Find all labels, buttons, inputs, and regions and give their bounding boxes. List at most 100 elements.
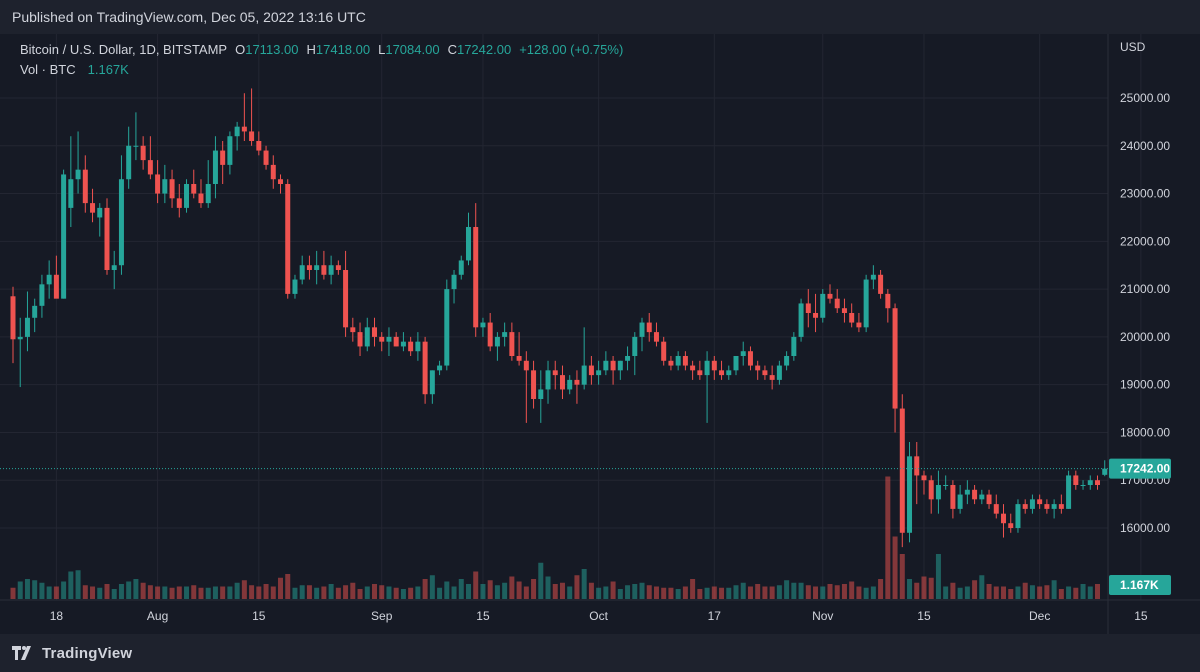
candle-body xyxy=(285,184,291,294)
candle-body xyxy=(957,494,963,509)
volume-bar xyxy=(227,586,233,599)
candle-body xyxy=(10,296,16,340)
candle-body xyxy=(335,265,341,270)
volume-bar xyxy=(559,582,565,599)
candle-body xyxy=(372,327,377,337)
candle-body xyxy=(870,274,876,280)
volume-bar xyxy=(870,586,876,599)
candle-body xyxy=(697,370,703,376)
volume-bar xyxy=(458,579,464,599)
candle-body xyxy=(1044,504,1050,509)
volume-bar xyxy=(1058,589,1064,599)
candle-body xyxy=(531,370,537,399)
price-tick-label: 23000.00 xyxy=(1120,187,1170,201)
volume-bar xyxy=(957,587,963,599)
candle-body xyxy=(292,279,298,294)
volume-bar xyxy=(364,586,370,599)
volume-bar xyxy=(256,586,262,599)
volume-bar xyxy=(241,580,247,599)
volume-bar xyxy=(639,582,645,599)
volume-bar xyxy=(270,586,276,599)
volume-bar xyxy=(820,586,826,599)
candle-body xyxy=(140,145,146,161)
volume-label: Vol · BTC xyxy=(20,62,76,77)
volume-bar xyxy=(516,581,522,599)
candle-body xyxy=(574,379,580,385)
candle-body xyxy=(1102,468,1108,475)
volume-bar xyxy=(104,584,110,599)
candle-body xyxy=(184,184,190,208)
candle-body xyxy=(415,341,421,352)
candlestick-chart[interactable]: 16000.0017000.0018000.0019000.0020000.00… xyxy=(0,34,1200,634)
candle-body xyxy=(682,356,688,366)
candle-body xyxy=(661,341,667,361)
candle-body xyxy=(24,317,30,337)
volume-bar xyxy=(892,536,898,599)
time-tick-label: 15 xyxy=(1134,609,1148,623)
volume-bar xyxy=(379,585,385,599)
candle-body xyxy=(364,327,370,347)
candle-body xyxy=(32,305,38,318)
candle-body xyxy=(487,322,493,347)
price-tick-label: 16000.00 xyxy=(1120,521,1170,535)
candle-body xyxy=(241,126,247,132)
candle-body xyxy=(1073,475,1079,485)
candle-body xyxy=(1051,504,1057,509)
volume-bar xyxy=(719,587,725,599)
volume-bar xyxy=(299,585,305,599)
candle-body xyxy=(321,265,327,275)
volume-bar xyxy=(328,584,334,599)
candle-body xyxy=(603,360,609,371)
candle-body xyxy=(596,370,602,376)
time-tick-label: Dec xyxy=(1029,609,1050,623)
volume-bar xyxy=(914,582,920,599)
volume-bar xyxy=(986,584,992,599)
chart-area[interactable]: 16000.00 17000.00 18000.00 19000.00 20000.00… xyxy=(0,34,1200,634)
chart-legend: Bitcoin / U.S. Dollar, 1D, BITSTAMP O 171… xyxy=(20,40,623,80)
candle-body xyxy=(653,332,659,342)
volume-bar xyxy=(494,585,500,599)
candle-body xyxy=(97,207,103,218)
volume-bar xyxy=(118,584,124,599)
candle-body xyxy=(220,150,226,165)
volume-bar xyxy=(169,587,175,599)
last-volume-tag-bg xyxy=(1109,575,1171,595)
candle-body xyxy=(1008,523,1014,528)
candle-body xyxy=(588,365,594,376)
footer: TradingView xyxy=(0,634,1200,672)
candle-body xyxy=(400,341,406,347)
candle-body xyxy=(422,341,428,395)
candle-body xyxy=(690,365,696,371)
volume-bar xyxy=(567,586,573,599)
low-label: L xyxy=(378,42,386,57)
volume-bar xyxy=(863,587,869,599)
volume-bar xyxy=(531,579,537,599)
candle-body xyxy=(726,370,732,376)
candle-body xyxy=(111,265,117,270)
candle-body xyxy=(914,456,920,476)
volume-bar xyxy=(422,579,428,599)
volume-bar xyxy=(429,575,435,599)
candle-body xyxy=(986,494,992,505)
currency-label: USD xyxy=(1120,40,1146,54)
volume-bar xyxy=(17,581,23,599)
candle-body xyxy=(118,179,124,266)
last-price-tag: 17242.00 xyxy=(1109,458,1171,479)
volume-bar xyxy=(675,589,681,599)
candle-body xyxy=(610,360,616,371)
volume-bar xyxy=(813,586,819,599)
volume-bar xyxy=(935,554,941,599)
volume-bar xyxy=(682,586,688,599)
last-price-tag-bg xyxy=(1109,458,1171,479)
volume-bar xyxy=(588,582,594,599)
volume-value: 1.167K xyxy=(87,62,129,77)
candle-body xyxy=(791,336,797,356)
volume-bar xyxy=(632,584,638,599)
candle-body xyxy=(299,265,305,280)
candle-body xyxy=(256,141,262,151)
candle-body xyxy=(306,265,312,270)
volume-bar xyxy=(212,586,218,599)
candle-body xyxy=(552,370,558,376)
price-tick-label: 19000.00 xyxy=(1120,378,1170,392)
candle-body xyxy=(494,336,500,347)
